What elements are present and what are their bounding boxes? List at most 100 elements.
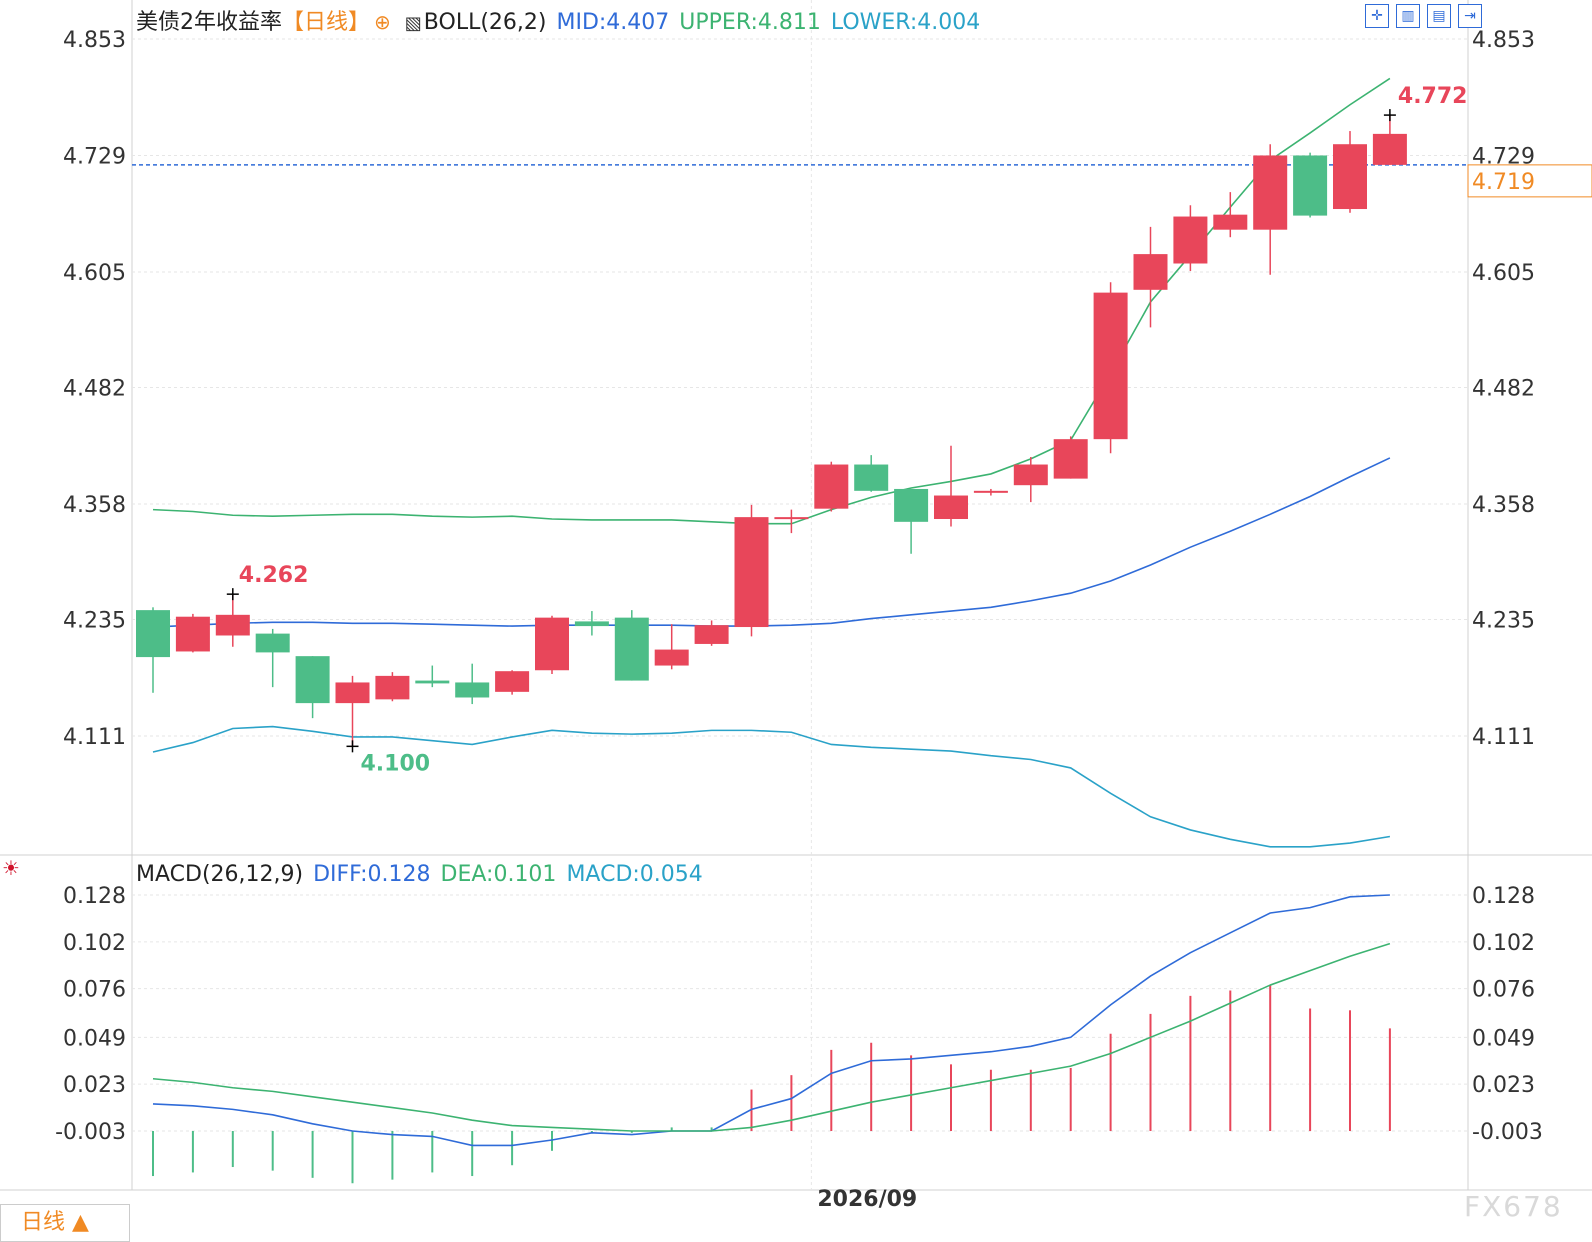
candle-body <box>1333 144 1367 210</box>
macd-tick-label-right: 0.102 <box>1472 931 1535 956</box>
macd-tick-label-left: 0.076 <box>63 978 126 1003</box>
candle <box>694 620 729 646</box>
macd-value-label: MACD:0.054 <box>566 862 703 887</box>
candle <box>973 488 1008 496</box>
candle <box>1013 457 1048 503</box>
macd-dea-label: DEA:0.101 <box>440 862 557 887</box>
candle <box>934 445 968 527</box>
y-tick-label-left: 4.482 <box>63 377 126 402</box>
candle <box>1333 131 1367 213</box>
boll-indicator-name[interactable]: BOLL(26,2) <box>423 10 547 35</box>
price-marker-label: 4.262 <box>239 563 309 588</box>
candle-body <box>495 671 530 692</box>
macd-tick-label-left: 0.023 <box>63 1073 126 1098</box>
candle-body <box>1093 292 1128 440</box>
macd-diff-line <box>152 894 1390 1147</box>
candle-body <box>814 464 849 509</box>
candle-body <box>1372 133 1407 165</box>
candle-body <box>455 682 490 698</box>
candle <box>255 628 290 688</box>
candle-body <box>934 495 968 520</box>
bar-chart-icon[interactable]: ▥ <box>1396 4 1420 28</box>
y-tick-label-left: 4.358 <box>63 493 126 518</box>
price-marker-label: 4.772 <box>1398 84 1468 109</box>
candle <box>654 624 689 670</box>
candle <box>894 488 929 554</box>
macd-tick-label-left: 0.102 <box>63 931 126 956</box>
candle <box>774 509 809 534</box>
candle-body <box>734 517 769 628</box>
chart-tool-icon[interactable]: ▤ <box>1427 4 1451 28</box>
candle <box>614 610 649 681</box>
candle-body <box>175 616 210 652</box>
candle <box>415 665 450 688</box>
candle <box>295 656 330 719</box>
watermark: FX678 <box>1464 1190 1563 1223</box>
candle <box>1253 144 1288 275</box>
candle-body <box>215 614 250 636</box>
candle-body <box>1293 155 1328 216</box>
macd-tick-label-right: 0.049 <box>1472 1026 1535 1051</box>
y-tick-label-left: 4.235 <box>63 609 126 634</box>
candle <box>375 672 410 702</box>
candle-body <box>1133 254 1168 290</box>
candle-body <box>973 490 1008 493</box>
instrument-title: 美债2年收益率 <box>136 10 282 35</box>
candle-body <box>255 633 290 653</box>
settings-icon[interactable]: ☀ <box>2 856 20 880</box>
candle-body <box>295 656 330 704</box>
macd-tick-label-right: 0.128 <box>1472 884 1535 909</box>
y-tick-label-left: 4.729 <box>63 144 126 169</box>
indicator-icon[interactable]: ▧ <box>404 13 422 34</box>
macd-dea-line <box>152 942 1391 1132</box>
period-selector-button[interactable]: 日线 ▲ <box>0 1204 130 1242</box>
candle-body <box>774 517 809 520</box>
macd-tick-label-left: 0.049 <box>63 1026 126 1051</box>
macd-indicator-name[interactable]: MACD(26,12,9) <box>136 862 304 887</box>
current-price-box <box>1467 164 1592 198</box>
candle-body <box>415 680 450 684</box>
candle-body <box>1173 216 1208 264</box>
boll-upper-label: UPPER:4.811 <box>679 10 821 35</box>
current-price-label: 4.719 <box>1472 170 1535 195</box>
candle <box>495 670 530 695</box>
macd-tick-label-right: -0.003 <box>1472 1120 1543 1145</box>
candle-body <box>574 621 609 627</box>
boll-upper-line <box>152 77 1391 525</box>
candle-body <box>1013 464 1048 486</box>
boll-mid-line <box>152 457 1391 628</box>
period-tag[interactable]: 【日线】 <box>282 10 371 35</box>
candle <box>1372 115 1407 165</box>
candle-body <box>654 649 689 666</box>
next-icon[interactable]: ⇥ <box>1458 4 1482 28</box>
macd-diff-label: DIFF:0.128 <box>313 862 431 887</box>
boll-lower-line <box>152 725 1391 848</box>
candle <box>1173 205 1208 272</box>
macd-header: MACD(26,12,9) DIFF:0.128 DEA:0.101 MACD:0.0… <box>136 862 713 887</box>
macd-tick-label-left: -0.003 <box>55 1120 126 1145</box>
y-tick-label-right: 4.853 <box>1472 28 1535 53</box>
candle <box>1053 436 1088 479</box>
candle-body <box>614 617 649 681</box>
boll-mid-label: MID:4.407 <box>556 10 670 35</box>
macd-tick-label-right: 0.076 <box>1472 978 1535 1003</box>
crosshair-icon[interactable]: ⊕ <box>374 10 391 34</box>
crosshair-tool-icon[interactable]: ✛ <box>1365 4 1389 28</box>
candle <box>535 615 569 675</box>
candle <box>335 675 370 747</box>
y-tick-label-right: 4.605 <box>1472 261 1535 286</box>
candle-body <box>1213 214 1248 230</box>
main-chart-header: 美债2年收益率【日线】 ⊕ ▧BOLL(26,2) MID:4.407 UPPER:4.… <box>136 4 990 36</box>
candle-body <box>694 625 729 644</box>
candle <box>1213 192 1248 238</box>
candle <box>175 613 210 653</box>
y-tick-label-right: 4.358 <box>1472 493 1535 518</box>
y-tick-label-left: 4.111 <box>63 725 126 750</box>
candle <box>574 611 609 636</box>
candle-body <box>1053 439 1088 479</box>
macd-tick-label-right: 0.023 <box>1472 1073 1535 1098</box>
candle <box>734 504 769 637</box>
y-tick-label-left: 4.605 <box>63 261 126 286</box>
y-tick-label-left: 4.853 <box>63 28 126 53</box>
